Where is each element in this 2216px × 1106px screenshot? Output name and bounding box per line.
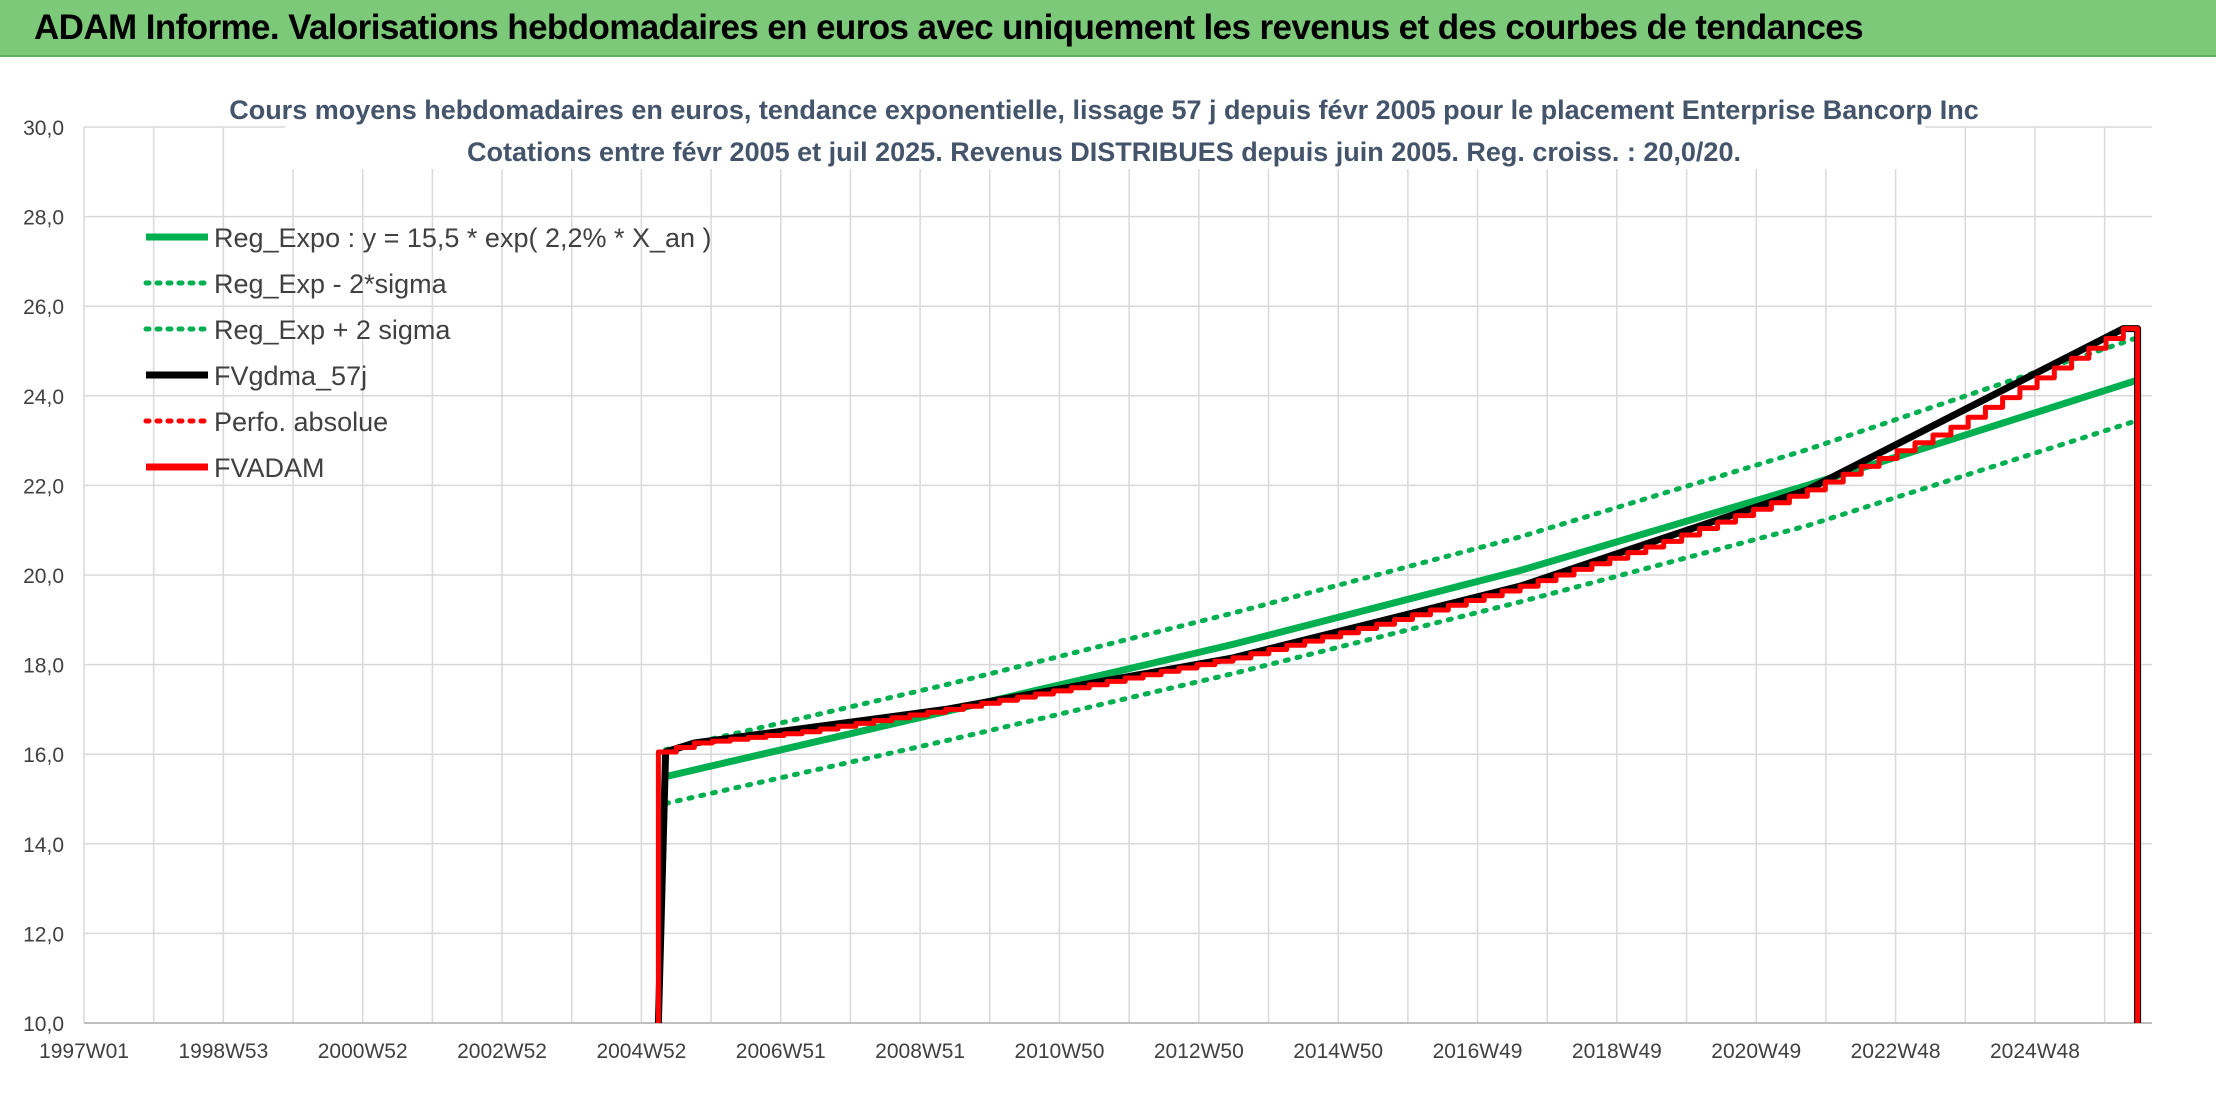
chart-title-line: Cours moyens hebdomadaires en euros, ten… <box>229 95 1979 125</box>
y-tick-label: 14,0 <box>23 834 64 857</box>
chart-area: 10,0 12,0 14,0 16,0 18,0 20,0 22,0 24,0 26,0 28,0… <box>0 57 2216 1106</box>
axes: 10,0 12,0 14,0 16,0 18,0 20,0 22,0 24,0 26,0 28,0… <box>23 117 2152 1063</box>
y-tick-label: 10,0 <box>23 1013 64 1036</box>
series-line-reg-exp-2-sigma <box>663 335 2141 753</box>
x-tick-label: 2014W50 <box>1293 1040 1383 1063</box>
x-tick-label: 2018W49 <box>1572 1040 1662 1063</box>
y-tick-label: 22,0 <box>23 475 64 498</box>
x-tick-label: 2002W52 <box>457 1040 547 1063</box>
legend-label: Reg_Exp + 2 sigma <box>214 315 451 345</box>
legend: Reg_Expo : y = 15,5 * exp( 2,2% * X_an )… <box>143 223 712 483</box>
series <box>654 325 2142 1024</box>
report-title: ADAM Informe. Valorisations hebdomadaire… <box>34 8 1864 47</box>
y-tick-label: 12,0 <box>23 923 64 946</box>
chart-title-line: Cotations entre févr 2005 et juil 2025. … <box>467 137 1741 167</box>
series-line-fvgdma-57j <box>654 325 2142 1024</box>
y-tick-label: 18,0 <box>23 655 64 678</box>
legend-label: FVgdma_57j <box>214 361 367 391</box>
chart-title: Cours moyens hebdomadaires en euros, ten… <box>229 89 1979 169</box>
x-tick-label: 2012W50 <box>1154 1040 1244 1063</box>
x-tick-label: 1997W01 <box>39 1040 129 1063</box>
grid <box>83 126 2152 1024</box>
x-tick-label: 2020W49 <box>1711 1040 1801 1063</box>
x-tick-label: 2004W52 <box>596 1040 686 1063</box>
legend-label: FVADAM <box>214 453 325 483</box>
x-tick-label: 2010W50 <box>1015 1040 1105 1063</box>
report-banner: ADAM Informe. Valorisations hebdomadaire… <box>0 0 2216 57</box>
line-chart: 10,0 12,0 14,0 16,0 18,0 20,0 22,0 24,0 26,0 28,0… <box>23 89 2152 1063</box>
legend-label: Perfo. absolue <box>214 407 388 437</box>
x-tick-label: 2008W51 <box>875 1040 965 1063</box>
legend-label: Reg_Expo : y = 15,5 * exp( 2,2% * X_an ) <box>214 223 712 253</box>
title-background <box>285 89 1925 169</box>
y-tick-label: 30,0 <box>23 117 64 140</box>
y-tick-label: 24,0 <box>23 386 64 409</box>
x-tick-label: 2006W51 <box>736 1040 826 1063</box>
x-tick-label: 2022W48 <box>1851 1040 1941 1063</box>
legend-label: Reg_Exp - 2*sigma <box>214 269 448 299</box>
series-line-fvadam <box>655 326 2141 1023</box>
y-tick-label: 20,0 <box>23 565 64 588</box>
y-tick-label: 28,0 <box>23 207 64 230</box>
series-line-reg-exp-2-sigma <box>663 417 2141 806</box>
x-tick-label: 1998W53 <box>178 1040 268 1063</box>
y-tick-label: 16,0 <box>23 744 64 767</box>
x-tick-label: 2000W52 <box>318 1040 408 1063</box>
x-tick-label: 2016W49 <box>1433 1040 1523 1063</box>
y-tick-label: 26,0 <box>23 296 64 319</box>
x-tick-label: 2024W48 <box>1990 1040 2080 1063</box>
